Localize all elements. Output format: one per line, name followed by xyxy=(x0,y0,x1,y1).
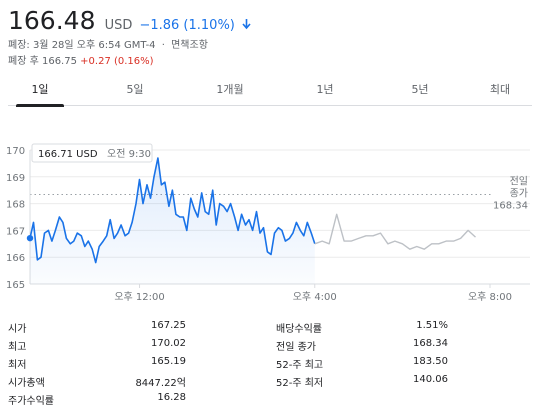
range-tabs: 1일 5일 1개월 1년 5년 최대 xyxy=(8,76,532,107)
tab-5y[interactable]: 5년 xyxy=(411,83,429,96)
stat-right-value: 168.34 xyxy=(413,338,448,349)
stat-left-key: 최고 xyxy=(8,342,27,353)
tooltip-box xyxy=(31,143,153,163)
after-hours-quote: 폐장 후 166.75 +0.27 (0.16%) xyxy=(8,52,154,67)
stat-left-key: 시가총액 xyxy=(8,378,45,389)
stat-left-value: 8447.22억 xyxy=(135,378,186,389)
y-tick-label: 167 xyxy=(6,226,25,237)
stat-right-value: 1.51% xyxy=(416,320,448,331)
after-hours-series-line xyxy=(314,213,476,250)
y-tick-label: 170 xyxy=(6,146,25,157)
stat-left-key: 시가 xyxy=(8,324,27,335)
regular-session-area xyxy=(30,158,315,284)
stat-right-key: 52-주 최고 xyxy=(276,360,324,371)
y-tick-label: 166 xyxy=(6,253,25,264)
previous-close-value: 168.34 xyxy=(493,200,528,211)
close-time: 폐장: 3월 28일 오후 6:54 GMT-4 xyxy=(8,40,156,51)
stat-right-key: 52-주 최저 xyxy=(276,378,324,389)
tab-5d[interactable]: 5일 xyxy=(126,83,144,96)
hover-point xyxy=(26,234,34,242)
y-tick-label: 165 xyxy=(6,280,25,291)
stat-right-value: 140.06 xyxy=(413,374,448,385)
after-hours-price: 166.75 xyxy=(41,56,77,67)
stat-left-key: 최저 xyxy=(8,360,27,371)
tooltip-time: 오전 9:30 xyxy=(107,148,151,160)
tab-max[interactable]: 최대 xyxy=(489,83,511,96)
tooltip-price: 166.71 USD xyxy=(38,149,98,160)
stat-right-key: 전일 종가 xyxy=(276,342,316,353)
tab-1m[interactable]: 1개월 xyxy=(216,83,244,96)
arrow-down-icon xyxy=(242,15,251,34)
price-chart[interactable]: 165 166 167 168 169 170 오후 12:00 오후 4:00 오후 8:00… xyxy=(0,120,540,310)
previous-close-label: 전일 xyxy=(510,175,528,187)
regular-series-line xyxy=(29,157,316,264)
market-status: 폐장: 3월 28일 오후 6:54 GMT-4 · 면책조항 xyxy=(8,36,208,51)
x-tick-label: 오후 12:00 xyxy=(114,291,164,303)
chart-tooltip: 166.71 USD 오전 9:30 xyxy=(31,143,153,163)
y-tick-label: 168 xyxy=(6,200,25,211)
tab-1y[interactable]: 1년 xyxy=(316,83,334,96)
meta-separator: · xyxy=(161,40,165,51)
y-tick-label: 169 xyxy=(6,173,25,184)
previous-close-label-2: 종가 xyxy=(510,187,528,199)
after-hours-change: +0.27 (0.16%) xyxy=(80,56,154,67)
price-chart-svg[interactable]: 165 166 167 168 169 170 오후 12:00 오후 4:00 오후 8:00… xyxy=(0,120,540,310)
x-tick-label: 오후 4:00 xyxy=(293,291,337,303)
stat-right-value: 183.50 xyxy=(413,356,448,367)
stat-left-value: 165.19 xyxy=(151,356,186,367)
stat-left-key: 주가수익률 xyxy=(8,396,54,405)
after-hours-label: 폐장 후 xyxy=(8,56,39,67)
price-change: −1.86 (1.10%) xyxy=(139,18,235,33)
stat-left-value: 167.25 xyxy=(151,320,186,331)
quote-header: 166.48 USD −1.86 (1.10%) xyxy=(8,6,251,35)
tab-1d[interactable]: 1일 xyxy=(10,81,70,107)
x-tick-label: 오후 8:00 xyxy=(468,291,512,303)
disclaimer-link[interactable]: 면책조항 xyxy=(171,40,208,51)
stat-left-value: 16.28 xyxy=(157,392,186,403)
stat-right-key: 배당수익률 xyxy=(276,324,322,335)
current-price: 166.48 xyxy=(8,6,96,35)
currency-label: USD xyxy=(104,18,133,33)
stat-left-value: 170.02 xyxy=(151,338,186,349)
